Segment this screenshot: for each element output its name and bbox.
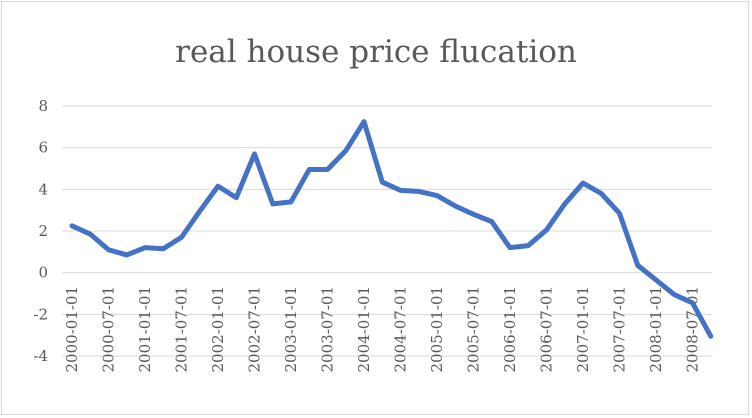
x-tick-label: 2000-01-01 [63, 286, 81, 372]
gridlines [62, 105, 712, 357]
x-tick-label: 2008-01-01 [647, 286, 665, 372]
y-tick-label: 2 [38, 222, 48, 240]
x-axis-tick-labels: 2000-01-01 2000-07-01 2001-01-01 2001-07-01… [63, 286, 702, 372]
x-tick-label: 2006-07-01 [538, 286, 556, 372]
x-tick-label: 2001-01-01 [136, 286, 154, 372]
x-tick-label: 2005-01-01 [428, 286, 446, 372]
y-axis-tick-labels: 8 6 4 2 0 -2 -4 [33, 97, 48, 365]
series-line [69, 119, 714, 339]
x-tick-label: 2000-07-01 [100, 286, 118, 372]
y-tick-label: -2 [33, 305, 48, 323]
y-tick-label: 0 [38, 264, 48, 282]
x-tick-label: 2003-01-01 [282, 286, 300, 372]
x-tick-label: 2004-07-01 [392, 286, 410, 372]
x-tick-label: 2001-07-01 [173, 286, 191, 372]
x-tick-label: 2007-01-01 [574, 286, 592, 372]
y-tick-label: 4 [38, 180, 48, 198]
y-tick-label: 6 [38, 139, 48, 157]
x-tick-label: 2005-07-01 [465, 286, 483, 372]
x-tick-label: 2004-01-01 [355, 286, 373, 372]
y-tick-label: -4 [33, 347, 48, 365]
y-tick-label: 8 [38, 97, 48, 115]
x-tick-label: 2003-07-01 [319, 286, 337, 372]
x-tick-label: 2006-01-01 [501, 286, 519, 372]
x-tick-label: 2002-01-01 [209, 286, 227, 372]
x-tick-label: 2002-07-01 [246, 286, 264, 372]
chart-title: real house price flucation [175, 34, 577, 70]
x-tick-label: 2007-07-01 [611, 286, 629, 372]
